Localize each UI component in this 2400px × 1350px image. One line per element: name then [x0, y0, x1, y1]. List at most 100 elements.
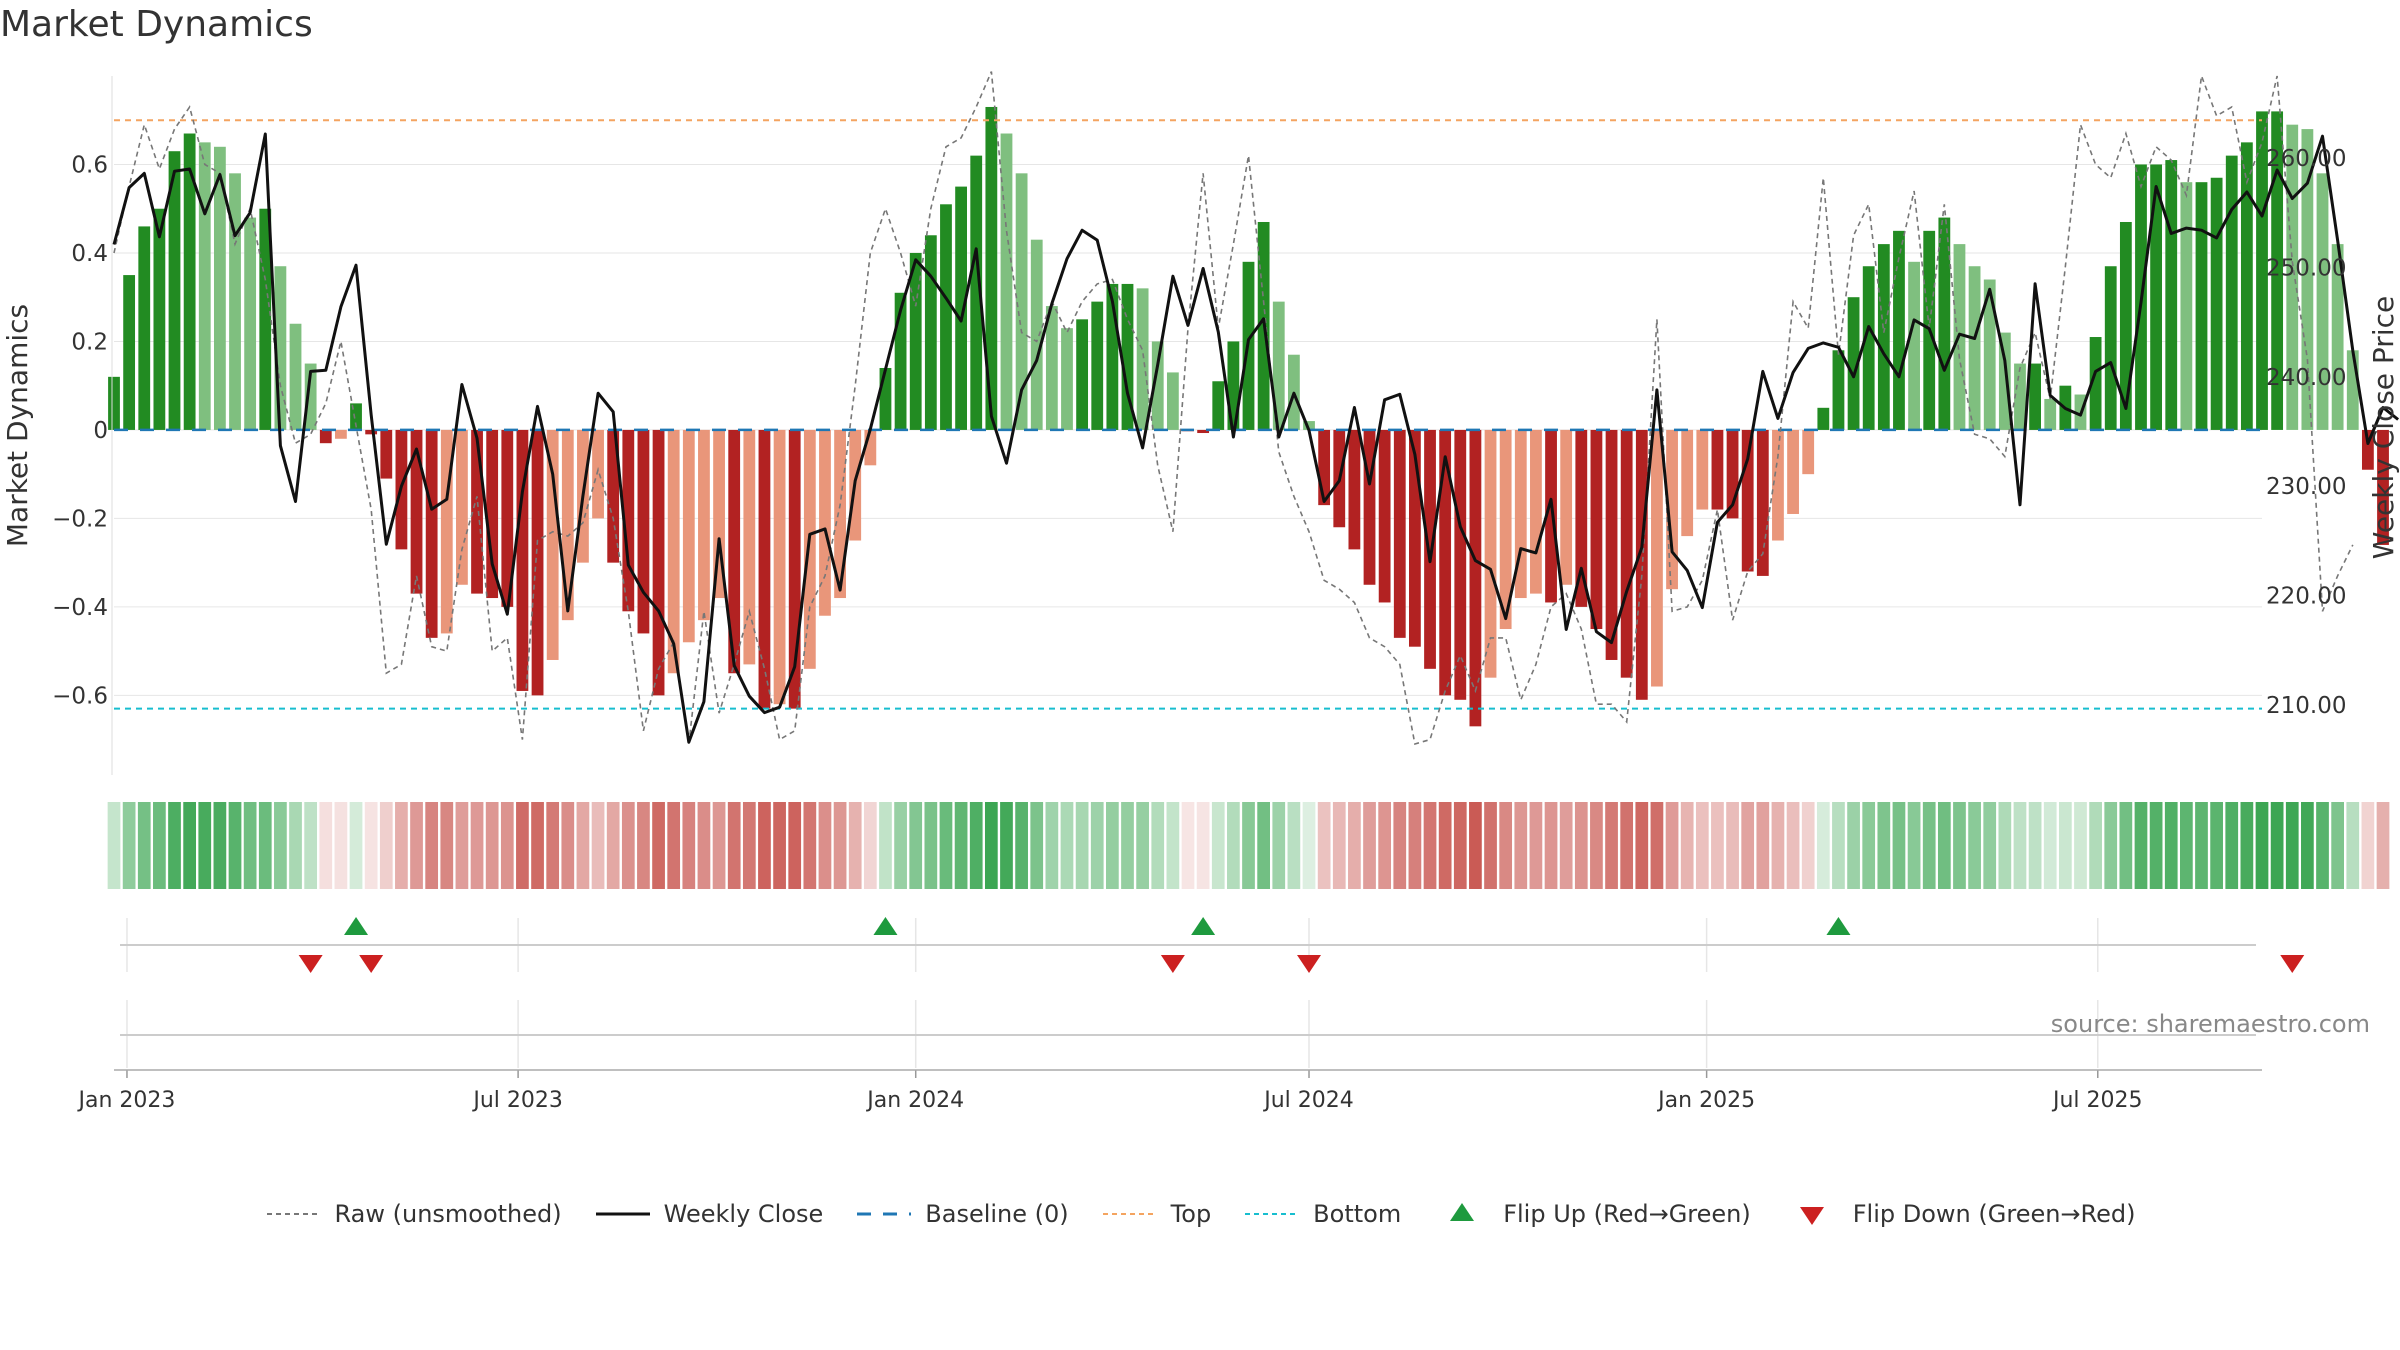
- y-tick-label-right: 260.00: [2266, 146, 2346, 172]
- strip-cell: [1106, 802, 1119, 889]
- dynamics-bar: [2014, 363, 2026, 430]
- strip-cell: [1922, 802, 1936, 889]
- dynamics-bar: [2119, 221, 2132, 430]
- strip-cell: [289, 802, 302, 889]
- dynamics-bar: [1651, 429, 1663, 687]
- dynamics-bar: [894, 292, 907, 430]
- dynamics-bar: [2089, 337, 2102, 430]
- strip-cell: [591, 802, 605, 889]
- dynamics-bar: [1363, 429, 1376, 585]
- dynamics-bar: [259, 208, 272, 430]
- strip-cell: [1015, 802, 1028, 889]
- strip-cell: [1348, 802, 1361, 889]
- strip-cell: [1363, 802, 1376, 889]
- dynamics-bar: [229, 173, 241, 430]
- dynamics-bar: [2271, 111, 2284, 430]
- dynamics-bar: [108, 376, 120, 430]
- dynamics-bar: [1620, 429, 1633, 678]
- strip-cell: [1816, 802, 1830, 889]
- strip-cell: [198, 802, 212, 889]
- dynamics-bar: [1106, 283, 1119, 430]
- strip-cell: [1181, 802, 1195, 889]
- strip-cell: [2376, 802, 2390, 889]
- dynamics-bar: [1393, 429, 1406, 638]
- strip-cell: [1166, 802, 1180, 889]
- strip-cell: [969, 802, 983, 889]
- legend-label: Flip Up (Red→Green): [1503, 1200, 1751, 1228]
- strip-cell: [2195, 802, 2208, 889]
- strip-cell: [2104, 802, 2118, 889]
- strip-cell: [395, 802, 408, 889]
- strip-cell: [1393, 802, 1407, 889]
- flip-up-marker: [1191, 917, 1216, 935]
- dynamics-bar: [1348, 429, 1361, 550]
- dynamics-bar: [924, 235, 937, 430]
- dynamics-bar: [1212, 381, 1225, 430]
- dynamics-bar: [2346, 350, 2359, 430]
- strip-cell: [1650, 802, 1664, 889]
- dynamics-bar: [2286, 124, 2299, 430]
- strip-cell: [349, 802, 363, 889]
- strip-cell: [1000, 802, 1013, 889]
- strip-cell: [1953, 802, 1966, 889]
- legend: Raw (unsmoothed) Weekly Close Baseline (0)…: [0, 1200, 2400, 1228]
- strip-cell: [183, 802, 196, 889]
- strip-cell: [803, 802, 817, 889]
- dynamics-bar: [410, 429, 423, 594]
- strip-cell: [2210, 802, 2223, 889]
- strip-cell: [153, 802, 166, 889]
- strip-cell: [2180, 802, 2193, 889]
- dynamics-bar: [940, 204, 952, 430]
- dynamics-bar: [153, 208, 166, 430]
- chart-title: Market Dynamics: [0, 4, 313, 45]
- strip-cell: [1695, 802, 1709, 889]
- strip-cell: [1801, 802, 1815, 889]
- dynamics-bar: [2150, 164, 2163, 430]
- source-note: source: sharemaestro.com: [2050, 1010, 2370, 1038]
- dynamics-bar: [1409, 429, 1421, 647]
- dynamics-bar: [1076, 319, 1089, 430]
- legend-label: Weekly Close: [663, 1200, 824, 1228]
- strip-cell: [1136, 802, 1149, 889]
- strip-cell: [2346, 802, 2360, 889]
- strip-cell: [1983, 802, 1997, 889]
- strip-cell: [2316, 802, 2329, 889]
- strip-cell: [546, 802, 560, 889]
- dynamics-bar: [2104, 266, 2117, 430]
- strip-cell: [697, 802, 711, 889]
- strip-cell: [137, 802, 151, 889]
- dynamics-bar: [1303, 421, 1315, 430]
- strip-cell: [1196, 802, 1210, 889]
- strip-cell: [107, 802, 121, 889]
- dynamics-bar: [1787, 429, 1799, 514]
- flip-down-marker: [1160, 955, 1185, 973]
- flip-up-marker: [873, 917, 898, 935]
- flip-down-marker: [298, 955, 323, 973]
- strip-cell: [2270, 802, 2284, 889]
- dynamics-bar: [788, 429, 801, 709]
- dynamics-bar: [637, 429, 650, 634]
- dynamics-bar: [1151, 341, 1164, 430]
- strip-cell: [984, 802, 998, 889]
- strip-cell: [1862, 802, 1876, 889]
- dynamics-bar: [274, 266, 287, 430]
- dynamics-bar: [1560, 429, 1573, 585]
- strip-cell: [1121, 802, 1134, 889]
- dynamics-bar: [1545, 429, 1557, 603]
- legend-item-raw: Raw (unsmoothed): [265, 1200, 562, 1228]
- y-tick-label-left: −0.4: [52, 595, 108, 621]
- strip-cell: [243, 802, 257, 889]
- strip-cell: [1847, 802, 1860, 889]
- dynamics-bar: [1741, 429, 1754, 572]
- dynamics-bar: [1772, 429, 1784, 541]
- dynamics-bar: [1272, 301, 1285, 430]
- strip-cell: [561, 802, 575, 889]
- legend-item-bottom: Bottom: [1243, 1200, 1401, 1228]
- strip-cell: [606, 802, 620, 889]
- dynamics-bar: [365, 429, 378, 435]
- dynamics-bar: [1030, 239, 1043, 430]
- y-tick-label-right: 210.00: [2266, 693, 2346, 719]
- strip-cell: [1408, 802, 1422, 889]
- dynamics-bar: [758, 429, 771, 709]
- strip-cell: [304, 802, 318, 889]
